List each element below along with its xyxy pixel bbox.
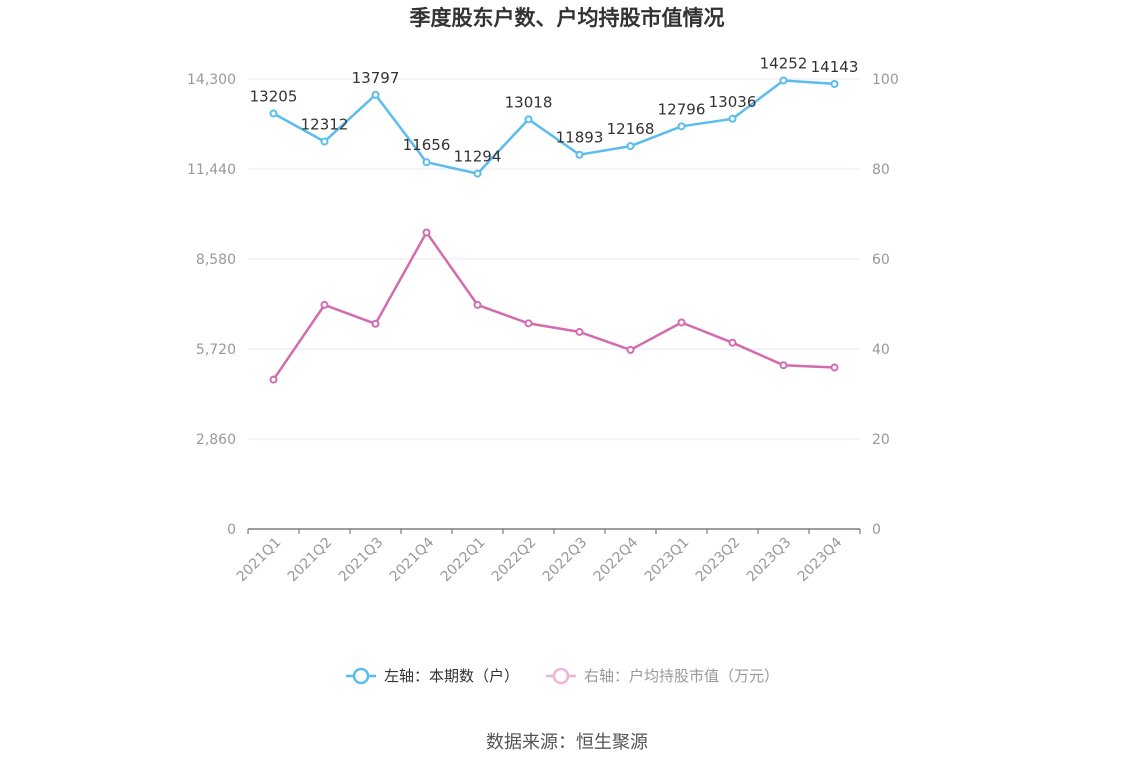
data-point [320,137,329,146]
y-left-tick-label: 8,580 [196,252,236,268]
x-tick-label: 2021Q1 [234,535,285,586]
data-label: 11294 [454,148,502,166]
data-label: 14252 [760,55,808,73]
data-point [524,115,533,124]
data-point [269,375,278,384]
data-label: 12312 [301,116,349,134]
data-label: 13036 [709,93,757,111]
data-label: 11656 [403,136,451,154]
series-right [269,228,839,384]
x-tick-label: 2023Q1 [642,535,693,586]
data-point [626,142,635,151]
data-point [677,122,686,131]
data-point [779,361,788,370]
x-tick-label: 2021Q4 [387,534,438,585]
y-right-tick-label: 80 [872,162,890,178]
data-point [371,90,380,99]
legend-item[interactable]: 右轴：户均持股市值（万元） [546,667,779,685]
y-right-tick-label: 40 [872,342,890,358]
y-right-tick-label: 100 [872,72,899,88]
legend-item[interactable]: 左轴：本期数（户） [346,667,519,685]
data-point [728,338,737,347]
y-left-tick-label: 0 [227,522,236,538]
x-tick-label: 2021Q3 [336,535,387,586]
data-point [422,228,431,237]
data-point [371,319,380,328]
x-tick-label: 2023Q3 [744,535,795,586]
data-label: 13797 [352,69,400,87]
data-point [422,158,431,167]
x-tick-label: 2022Q1 [438,535,489,586]
legend-marker-icon [352,667,370,685]
data-point [830,79,839,88]
data-point [575,150,584,159]
data-label: 13205 [250,87,298,105]
legend-marker-icon [552,667,570,685]
y-right-tick-label: 20 [872,432,890,448]
y-right-tick-label: 0 [872,522,881,538]
data-point [575,327,584,336]
data-point [473,169,482,178]
data-point [626,345,635,354]
data-point [269,109,278,118]
data-point [830,363,839,372]
data-point [524,319,533,328]
legend[interactable]: 左轴：本期数（户） 右轴：户均持股市值（万元） [346,667,779,685]
x-tick-label: 2022Q4 [591,534,642,585]
data-point [320,300,329,309]
x-tick-label: 2022Q3 [540,535,591,586]
series-line [272,231,835,381]
data-point [779,76,788,85]
series-line [272,79,835,175]
x-tick-label: 2021Q2 [285,535,336,586]
axes: 0 0 2,860 20 5,720 40 8,580 60 11,440 80 14,300 100… [187,72,899,585]
data-point [728,114,737,123]
chart-title: 季度股东户数、户均持股市值情况 [410,6,725,30]
data-point [677,318,686,327]
y-left-tick-label: 14,300 [187,72,236,88]
y-left-tick-label: 11,440 [187,162,236,178]
grid-lines [248,78,860,440]
legend-label: 右轴：户均持股市值（万元） [584,667,779,685]
data-source: 数据来源：恒生聚源 [486,732,648,753]
legend-label: 左轴：本期数（户） [384,667,519,685]
data-label: 11893 [556,129,604,147]
data-label: 14143 [811,58,859,76]
y-left-tick-label: 5,720 [196,342,236,358]
data-label: 12796 [658,100,706,118]
y-left-tick-label: 2,860 [196,432,236,448]
data-point [473,300,482,309]
y-right-tick-label: 60 [872,252,890,268]
data-label: 12168 [607,120,655,138]
x-tick-label: 2022Q2 [489,535,540,586]
x-tick-label: 2023Q2 [693,535,744,586]
x-tick-label: 2023Q4 [795,534,846,585]
data-label: 13018 [505,93,553,111]
